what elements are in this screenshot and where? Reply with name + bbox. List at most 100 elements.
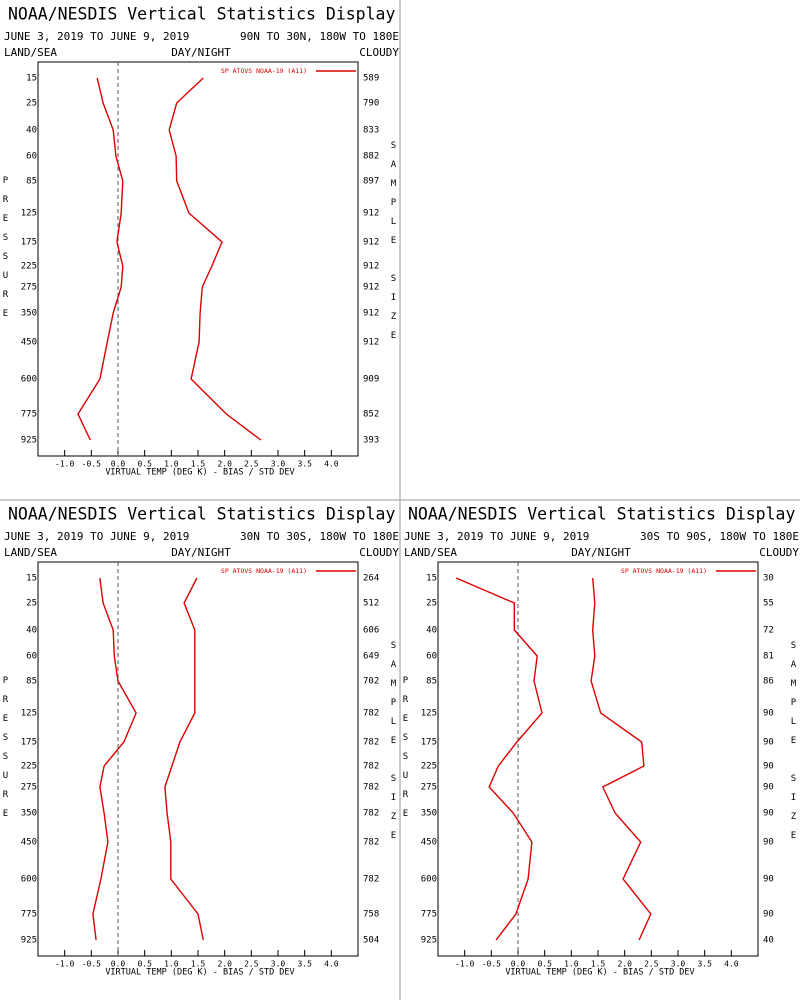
pressure-label: 350 [21, 309, 37, 319]
std-dev-line [590, 577, 652, 941]
pressure-label: 85 [26, 677, 37, 687]
pressure-label: 600 [21, 375, 37, 385]
x-axis-label: VIRTUAL TEMP (DEG K) - BIAS / STD DEV [105, 468, 294, 478]
x-tick-label: 1.5 [191, 460, 206, 469]
panel-title: NOAA/NESDIS Vertical Statistics Display [408, 505, 795, 524]
sample-size-label: 782 [363, 709, 379, 719]
pressure-label: 350 [421, 809, 437, 819]
pressure-label: 925 [21, 436, 37, 446]
sample-size-label: 90 [763, 809, 774, 819]
pressure-label: 40 [426, 626, 437, 636]
panel: NOAA/NESDIS Vertical Statistics Display J… [401, 505, 800, 978]
sample-size-label: 90 [763, 875, 774, 885]
x-tick-label: 4.0 [324, 960, 339, 969]
pressure-label: 175 [421, 738, 437, 748]
y2-axis-label: SAMPLE SIZE [389, 641, 399, 850]
pressure-label: 125 [21, 709, 37, 719]
pressure-label: 275 [21, 283, 37, 293]
x-tick-label: 2.0 [217, 460, 232, 469]
x-tick-label: 0.0 [111, 460, 126, 469]
y-axis-label: PRESSURE [1, 676, 11, 828]
sample-size-label: 90 [763, 838, 774, 848]
legend-label: SP ATOVS NOAA-19 (A11) [621, 567, 707, 575]
std-dev-line [168, 77, 262, 441]
panel: NOAA/NESDIS Vertical Statistics Display J… [1, 505, 400, 978]
y-axis-label: PRESSURE [401, 676, 411, 828]
pressure-label: 25 [26, 599, 37, 609]
sample-size-label: 72 [763, 626, 774, 636]
pressure-label: 25 [426, 599, 437, 609]
x-tick-label: 3.5 [297, 960, 312, 969]
x-tick-label: 2.0 [217, 960, 232, 969]
x-tick-label: -0.5 [82, 460, 101, 469]
pressure-label: 125 [421, 709, 437, 719]
pressure-label: 60 [26, 152, 37, 162]
pressure-label: 60 [26, 652, 37, 662]
pressure-label: 450 [21, 838, 37, 848]
pressure-label: 275 [21, 783, 37, 793]
pressure-label: 925 [421, 936, 437, 946]
x-tick-label: 4.0 [324, 460, 339, 469]
y2-axis-label: SAMPLE SIZE [789, 641, 799, 850]
pressure-label: 775 [421, 910, 437, 920]
x-tick-label: 0.0 [111, 960, 126, 969]
x-tick-label: 1.5 [591, 960, 606, 969]
x-tick-label: -1.0 [55, 460, 74, 469]
sample-size-label: 81 [763, 652, 774, 662]
sample-size-label: 912 [363, 309, 379, 319]
x-tick-label: 4.0 [724, 960, 739, 969]
sample-size-label: 90 [763, 738, 774, 748]
sample-size-label: 90 [763, 709, 774, 719]
cloud: CLOUDY [359, 546, 399, 559]
day-night: DAY/NIGHT [171, 46, 231, 59]
sample-size-label: 589 [363, 74, 379, 84]
x-tick-label: -1.0 [455, 960, 474, 969]
day-night: DAY/NIGHT [571, 546, 631, 559]
land-sea: LAND/SEA [4, 46, 57, 59]
sample-size-label: 782 [363, 875, 379, 885]
pressure-label: 15 [426, 574, 437, 584]
pressure-label: 600 [21, 875, 37, 885]
pressure-label: 225 [421, 762, 437, 772]
sample-size-label: 912 [363, 238, 379, 248]
x-tick-label: 1.0 [564, 960, 579, 969]
sample-size-label: 504 [363, 936, 379, 946]
sample-size-label: 782 [363, 838, 379, 848]
pressure-label: 40 [26, 626, 37, 636]
panel: NOAA/NESDIS Vertical Statistics Display J… [1, 5, 400, 478]
legend-label: SP ATOVS NOAA-19 (A11) [221, 67, 307, 75]
sample-size-label: 758 [363, 910, 379, 920]
x-axis-label: VIRTUAL TEMP (DEG K) - BIAS / STD DEV [105, 968, 294, 978]
pressure-label: 85 [26, 177, 37, 187]
x-tick-label: -0.5 [82, 960, 101, 969]
pressure-label: 450 [421, 838, 437, 848]
date-range: JUNE 3, 2019 TO JUNE 9, 2019 [404, 530, 589, 543]
pressure-label: 25 [26, 99, 37, 109]
pressure-label: 925 [21, 936, 37, 946]
x-tick-label: 3.0 [671, 960, 686, 969]
sample-size-label: 909 [363, 375, 379, 385]
pressure-label: 775 [21, 910, 37, 920]
sample-size-label: 702 [363, 677, 379, 687]
pressure-label: 350 [21, 809, 37, 819]
x-tick-label: 0.0 [511, 960, 526, 969]
x-tick-label: 3.0 [271, 460, 286, 469]
x-tick-label: 3.5 [297, 460, 312, 469]
cloud: CLOUDY [759, 546, 799, 559]
std-dev-line [164, 577, 204, 941]
sample-size-label: 264 [363, 574, 379, 584]
y-axis-label: PRESSURE [1, 176, 11, 328]
cloud: CLOUDY [359, 46, 399, 59]
pressure-label: 15 [26, 574, 37, 584]
x-tick-label: -1.0 [55, 960, 74, 969]
x-tick-label: 2.5 [244, 460, 259, 469]
x-axis-label: VIRTUAL TEMP (DEG K) - BIAS / STD DEV [505, 968, 694, 978]
sample-size-label: 86 [763, 677, 774, 687]
sample-size-label: 393 [363, 436, 379, 446]
panel-title: NOAA/NESDIS Vertical Statistics Display [8, 5, 395, 24]
pressure-label: 60 [426, 652, 437, 662]
date-range: JUNE 3, 2019 TO JUNE 9, 2019 [4, 30, 189, 43]
sample-size-label: 40 [763, 936, 774, 946]
sample-size-label: 30 [763, 574, 774, 584]
